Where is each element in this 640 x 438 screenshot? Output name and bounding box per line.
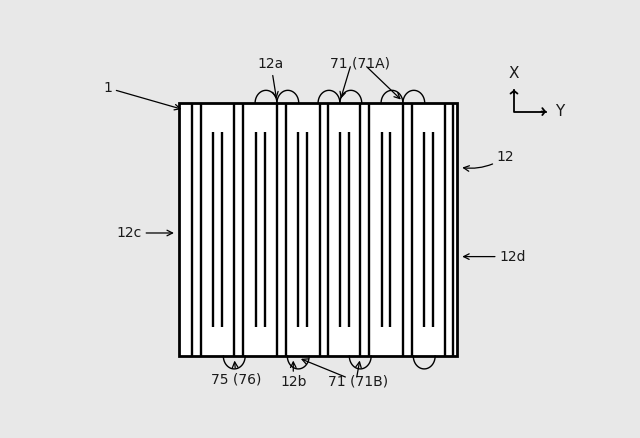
Text: 1: 1 — [104, 81, 180, 110]
Text: 71 (71B): 71 (71B) — [328, 374, 388, 389]
Text: 71 (71A): 71 (71A) — [330, 57, 390, 71]
Text: 12c: 12c — [116, 226, 173, 240]
Text: 12a: 12a — [258, 57, 284, 97]
Text: Y: Y — [555, 104, 564, 119]
Text: 75 (76): 75 (76) — [211, 362, 261, 386]
Text: 12d: 12d — [463, 250, 525, 264]
Text: 12: 12 — [463, 150, 515, 171]
Text: X: X — [509, 66, 519, 81]
Bar — [179, 103, 457, 356]
Text: 12b: 12b — [280, 362, 307, 389]
